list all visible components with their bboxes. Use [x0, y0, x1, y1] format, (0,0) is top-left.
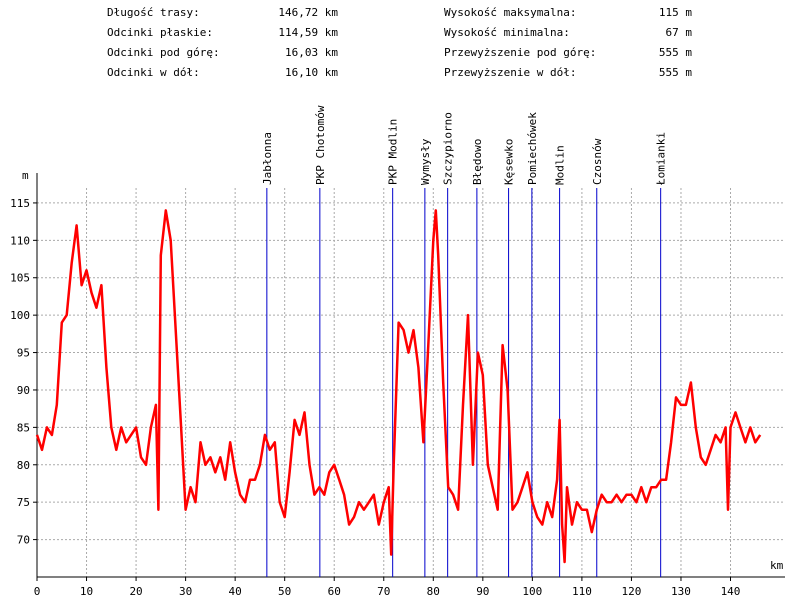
elevation-line: [35, 209, 762, 564]
x-tick-label: 110: [572, 585, 592, 598]
x-tick-label: 70: [377, 585, 390, 598]
y-tick-label: 100: [10, 309, 30, 322]
y-tick-label: 80: [17, 459, 30, 472]
stat-value: 555 m: [659, 46, 692, 59]
x-tick-label: 100: [522, 585, 542, 598]
x-tick-label: 40: [229, 585, 242, 598]
y-tick-label: 115: [10, 197, 30, 210]
stat-label: Wysokość minimalna:: [444, 26, 570, 39]
station-label: PKP Modlin: [387, 119, 400, 185]
stat-value: 555 m: [659, 66, 692, 79]
station-label: Wymysły: [419, 138, 432, 185]
x-tick-label: 20: [129, 585, 142, 598]
station-label: Szczypiorno: [442, 112, 455, 185]
y-axis-label: m: [22, 169, 29, 182]
stat-label: Przewyższenie w dół:: [444, 66, 576, 79]
y-tick-label: 105: [10, 272, 30, 285]
stat-value: 115 m: [659, 6, 692, 19]
x-tick-label: 10: [80, 585, 93, 598]
x-tick-label: 50: [278, 585, 291, 598]
stat-value: 16,10 km: [285, 66, 338, 79]
station-label: Kęsewko: [503, 139, 516, 185]
stat-label: Przewyższenie pod górę:: [444, 46, 596, 59]
x-tick-label: 140: [721, 585, 741, 598]
station-label: Czosnów: [591, 138, 604, 185]
y-tick-label: 70: [17, 534, 30, 547]
y-tick-label: 75: [17, 496, 30, 509]
y-tick-label: 110: [10, 234, 30, 247]
stat-value: 114,59 km: [278, 26, 338, 39]
station-label: Łomianki: [655, 132, 668, 186]
x-axis-label: km: [770, 559, 784, 572]
stat-label: Długość trasy:: [107, 6, 200, 19]
stat-value: 67 m: [666, 26, 693, 39]
stat-label: Wysokość maksymalna:: [444, 6, 576, 19]
station-label: Błędowo: [471, 139, 484, 185]
x-tick-label: 90: [476, 585, 489, 598]
x-tick-label: 0: [34, 585, 41, 598]
stat-label: Odcinki pod górę:: [107, 46, 220, 59]
station-label: Modlin: [554, 145, 567, 185]
station-label: Jabłonna: [261, 132, 274, 185]
stat-label: Odcinki płaskie:: [107, 26, 213, 39]
station-label: Pomiechówek: [526, 112, 539, 185]
stat-value: 146,72 km: [278, 6, 338, 19]
y-tick-label: 85: [17, 421, 30, 434]
stat-label: Odcinki w dół:: [107, 66, 200, 79]
station-label: PKP Chotomów: [314, 105, 327, 185]
x-tick-label: 130: [671, 585, 691, 598]
x-tick-label: 30: [179, 585, 192, 598]
x-tick-label: 120: [621, 585, 641, 598]
x-tick-label: 60: [328, 585, 341, 598]
y-tick-label: 95: [17, 347, 30, 360]
stat-value: 16,03 km: [285, 46, 338, 59]
x-tick-label: 80: [427, 585, 440, 598]
y-tick-label: 90: [17, 384, 30, 397]
